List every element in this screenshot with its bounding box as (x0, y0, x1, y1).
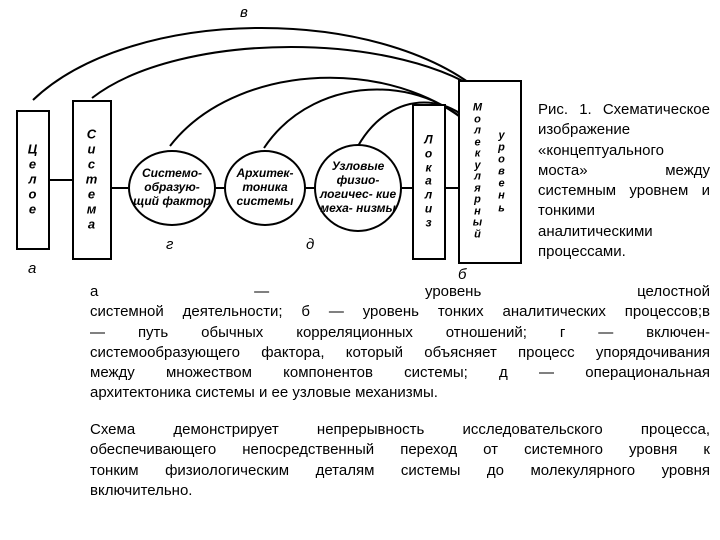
node-local-label: Л о к а л и з (414, 134, 444, 231)
node-factor: Системо- образую- щий фактор (128, 150, 216, 226)
node-molecular: М о л е к у л я р н ы й у р о в е н ь (458, 80, 522, 264)
node-molecular-label-2: у р о в е н ь (472, 130, 532, 215)
node-mech-label: Узловые физио- логичес- кие меха- низмы (316, 160, 400, 215)
node-system-label: С и с т е м а (74, 128, 110, 233)
sublabel-d: д (306, 236, 314, 253)
node-arch: Архитек- тоника системы (224, 150, 306, 226)
node-goal-label: Ц е л о е (18, 143, 48, 218)
node-arch-label: Архитек- тоника системы (226, 167, 304, 208)
sublabel-g: г (166, 236, 173, 253)
sublabel-b: б (458, 266, 466, 283)
caption-title: Рис. 1. Схематическоеизображение«концепт… (538, 100, 710, 262)
node-local: Л о к а л и з (412, 104, 446, 260)
node-goal: Ц е л о е (16, 110, 50, 250)
sublabel-v: в (240, 4, 248, 21)
caption-legend: а — уровень целостнойсистемной деятельно… (90, 282, 710, 404)
node-factor-label: Системо- образую- щий фактор (130, 167, 214, 208)
figure-stage: Ц е л о е С и с т е м а Системо- образую… (0, 0, 720, 540)
node-mech: Узловые физио- логичес- кие меха- низмы (314, 144, 402, 232)
sublabel-a: а (28, 260, 36, 277)
caption-bottom: Схема демонстрирует непрерывность исслед… (90, 420, 710, 501)
node-system: С и с т е м а (72, 100, 112, 260)
